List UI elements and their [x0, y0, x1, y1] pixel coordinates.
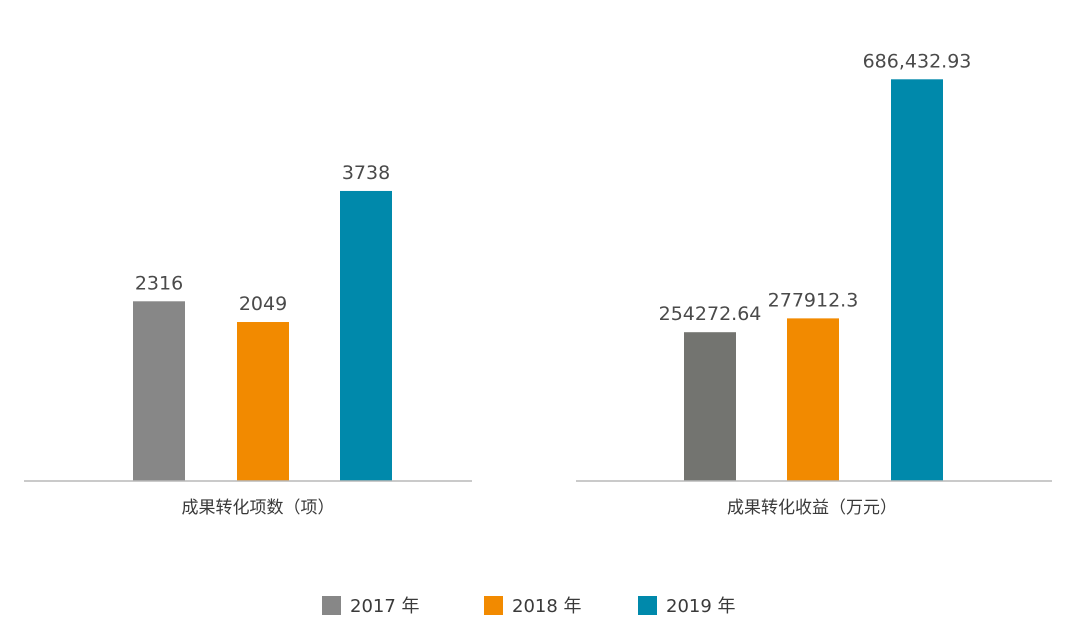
legend-label: 2017 年	[350, 596, 420, 617]
data-label: 254272.64	[659, 303, 762, 325]
bar	[684, 332, 736, 481]
data-label: 2316	[135, 272, 183, 294]
data-label: 686,432.93	[863, 50, 972, 72]
data-label: 2049	[239, 293, 287, 315]
bar	[787, 318, 839, 481]
bar	[891, 79, 943, 481]
x-axis-label: 成果转化收益（万元）	[727, 498, 897, 518]
legend-item: 2017 年	[322, 596, 420, 617]
legend: 2017 年 2018 年 2019 年	[322, 596, 736, 617]
bar	[133, 301, 185, 481]
chart-panel-2: 254272.64 277912.3 686,432.93 成果转化收益（万元）	[576, 50, 1052, 518]
bar	[340, 190, 392, 481]
data-label: 277912.3	[768, 289, 859, 311]
legend-swatch	[322, 596, 341, 615]
legend-swatch	[484, 596, 503, 615]
legend-item: 2019 年	[638, 596, 736, 617]
legend-item: 2018 年	[484, 596, 582, 617]
x-axis-label: 成果转化项数（项）	[182, 498, 335, 518]
bar	[237, 322, 289, 481]
legend-swatch	[638, 596, 657, 615]
chart-panel-1: 2316 2049 3738 成果转化项数（项）	[24, 162, 472, 518]
legend-label: 2018 年	[512, 596, 582, 617]
legend-label: 2019 年	[666, 596, 736, 617]
data-label: 3738	[342, 162, 390, 184]
